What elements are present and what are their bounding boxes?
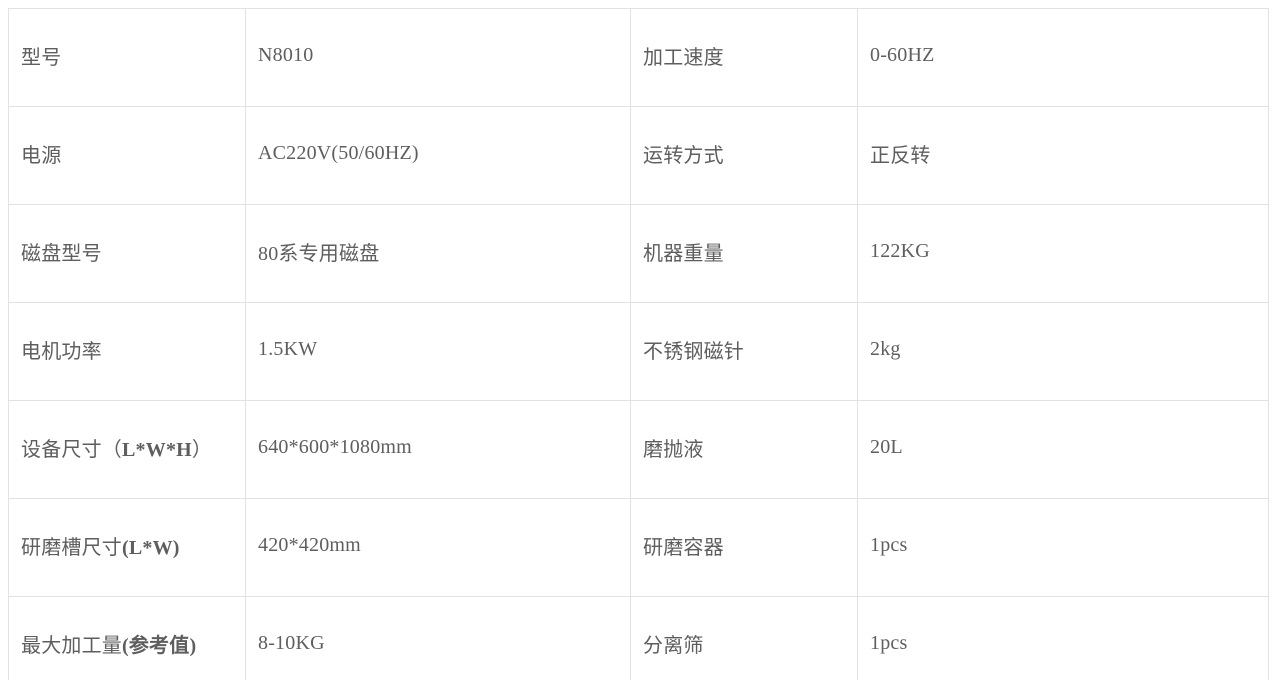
spec-value: 80系专用磁盘 [258,243,380,265]
spec-value: 640*600*1080mm [258,436,412,458]
spec-label: 磁盘型号 [21,243,102,265]
spec-label-cell: 研磨容器 [630,498,858,597]
spec-label: 加工速度 [643,47,724,69]
spec-value: N8010 [258,44,314,66]
spec-label: 机器重量 [643,243,724,265]
spec-value-cell: 1.5KW [245,302,631,401]
spec-value: 122KG [870,240,930,262]
spec-value-cell: 122KG [857,204,1269,303]
spec-value-cell: 0-60HZ [857,8,1269,107]
spec-value-cell: 420*420mm [245,498,631,597]
spec-value-cell: 20L [857,400,1269,499]
table-row: 电机功率 1.5KW 不锈钢磁针 2kg [8,302,1269,401]
spec-label-cell: 最大加工量(参考值) [8,596,246,680]
spec-value: AC220V(50/60HZ) [258,142,419,164]
spec-label-cell: 磨抛液 [630,400,858,499]
spec-value: 1pcs [870,534,908,556]
spec-label-cell: 运转方式 [630,106,858,205]
spec-label-cell: 型号 [8,8,246,107]
spec-label: 研磨槽尺寸 [21,537,122,559]
spec-value: 8-10KG [258,632,325,654]
spec-value-cell: 2kg [857,302,1269,401]
spec-label-cell: 加工速度 [630,8,858,107]
table-row: 研磨槽尺寸(L*W) 420*420mm 研磨容器 1pcs [8,498,1269,597]
table-row: 设备尺寸（L*W*H） 640*600*1080mm 磨抛液 20L [8,400,1269,499]
spec-label: 不锈钢磁针 [643,341,744,363]
table-row: 型号 N8010 加工速度 0-60HZ [8,8,1269,107]
spec-table: 型号 N8010 加工速度 0-60HZ 电源 AC220V(50/60HZ) … [8,8,1269,680]
spec-label: 电机功率 [21,341,102,363]
spec-label-suffix: ） [191,439,213,461]
spec-value-cell: 1pcs [857,596,1269,680]
spec-label-bold: (L*W) [122,537,180,559]
spec-value: 1pcs [870,632,908,654]
spec-value-cell: 1pcs [857,498,1269,597]
spec-label: 研磨容器 [643,537,724,559]
spec-value-cell: 640*600*1080mm [245,400,631,499]
spec-value-cell: 80系专用磁盘 [245,204,631,303]
spec-label-cell: 分离筛 [630,596,858,680]
spec-label: 运转方式 [643,145,724,167]
spec-value: 2kg [870,338,901,360]
spec-value-cell: 8-10KG [245,596,631,680]
spec-label: 最大加工量 [21,635,122,657]
spec-label-cell: 电机功率 [8,302,246,401]
spec-value: 420*420mm [258,534,361,556]
spec-label-cell: 电源 [8,106,246,205]
spec-label-cell: 磁盘型号 [8,204,246,303]
spec-value: 0-60HZ [870,44,935,66]
spec-label-cell: 设备尺寸（L*W*H） [8,400,246,499]
spec-label-cell: 机器重量 [630,204,858,303]
spec-label: 分离筛 [643,635,704,657]
spec-label-bold: (参考值) [122,635,197,657]
table-row: 最大加工量(参考值) 8-10KG 分离筛 1pcs [8,596,1269,680]
table-row: 磁盘型号 80系专用磁盘 机器重量 122KG [8,204,1269,303]
spec-value-cell: N8010 [245,8,631,107]
spec-value-cell: AC220V(50/60HZ) [245,106,631,205]
spec-label: 设备尺寸（ [21,439,122,461]
spec-label-bold: L*W*H [122,439,192,461]
spec-label-cell: 研磨槽尺寸(L*W) [8,498,246,597]
spec-label: 电源 [21,145,62,167]
spec-value: 1.5KW [258,338,318,360]
spec-value-cell: 正反转 [857,106,1269,205]
spec-value: 正反转 [870,145,931,167]
spec-value: 20L [870,436,903,458]
spec-label-cell: 不锈钢磁针 [630,302,858,401]
spec-label: 型号 [21,47,62,69]
spec-label: 磨抛液 [643,439,704,461]
table-row: 电源 AC220V(50/60HZ) 运转方式 正反转 [8,106,1269,205]
